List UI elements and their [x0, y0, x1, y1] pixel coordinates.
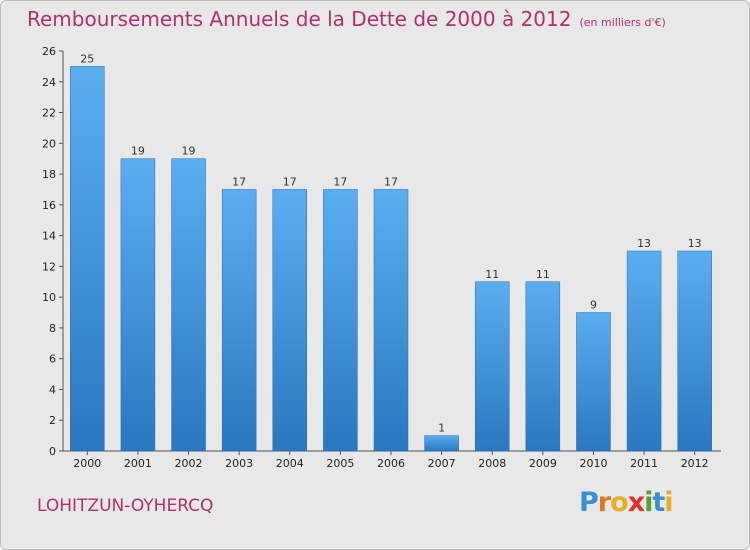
data-label-2006: 17 — [384, 175, 398, 188]
data-label-2005: 17 — [333, 175, 347, 188]
location-name: LOHITZUN-OYHERCQ — [37, 496, 214, 516]
bar-2005[interactable] — [323, 189, 358, 452]
bar-2003[interactable] — [221, 189, 257, 452]
logo-letter: i — [644, 487, 653, 518]
bar-2010[interactable] — [576, 312, 611, 452]
bar-2004[interactable] — [272, 189, 308, 452]
data-label-2000: 25 — [80, 52, 94, 65]
data-label-2008: 11 — [485, 268, 499, 281]
bar-2006[interactable] — [373, 189, 409, 452]
logo-letter: t — [652, 487, 665, 518]
bar-2007[interactable] — [424, 435, 459, 452]
x-tick-label-2006: 2006 — [377, 457, 405, 470]
y-tick-label: 0 — [49, 445, 56, 458]
bar-2001[interactable] — [120, 158, 156, 452]
data-label-2003: 17 — [232, 175, 246, 188]
bar-2011[interactable] — [626, 250, 662, 452]
x-tick-label-2005: 2005 — [326, 457, 354, 470]
bar-2009[interactable] — [525, 281, 561, 452]
chart-subtitle: (en milliers d'€) — [579, 16, 666, 29]
y-tick-label: 18 — [42, 168, 56, 181]
y-tick-label: 26 — [42, 45, 56, 58]
x-tick-label-2000: 2000 — [73, 457, 101, 470]
logo-letter: P — [579, 487, 599, 518]
x-tick-label-2003: 2003 — [225, 457, 253, 470]
data-label-2011: 13 — [637, 237, 651, 250]
data-label-2010: 9 — [590, 299, 597, 312]
y-tick-label: 2 — [49, 414, 56, 427]
logo-letter: i — [664, 487, 673, 518]
chart-title: Remboursements Annuels de la Dette de 20… — [27, 7, 666, 31]
y-tick-label: 8 — [49, 322, 56, 335]
y-tick-label: 20 — [42, 137, 56, 150]
y-tick-label: 6 — [49, 353, 56, 366]
y-tick-label: 22 — [42, 107, 56, 120]
data-label-2001: 19 — [131, 145, 145, 158]
x-tick-label-2001: 2001 — [124, 457, 152, 470]
x-tick-label-2008: 2008 — [478, 457, 506, 470]
x-tick-label-2012: 2012 — [681, 457, 709, 470]
bar-2008[interactable] — [474, 281, 510, 452]
data-label-2002: 19 — [182, 145, 196, 158]
data-label-2009: 11 — [536, 268, 550, 281]
proxiti-logo[interactable]: Proxiti — [579, 487, 674, 518]
y-tick-label: 24 — [42, 76, 56, 89]
bar-2000[interactable] — [70, 66, 105, 452]
x-tick-label-2004: 2004 — [276, 457, 304, 470]
y-tick-label: 10 — [42, 291, 56, 304]
x-tick-label-2011: 2011 — [630, 457, 658, 470]
bar-2012[interactable] — [677, 250, 712, 452]
y-tick-label: 14 — [42, 230, 56, 243]
chart-title-text: Remboursements Annuels de la Dette de 20… — [27, 7, 572, 31]
x-tick-label-2007: 2007 — [428, 457, 456, 470]
x-tick-label-2009: 2009 — [529, 457, 557, 470]
y-tick-label: 12 — [42, 260, 56, 273]
data-label-2012: 13 — [688, 237, 702, 250]
data-label-2007: 1 — [438, 422, 445, 435]
x-tick-label-2010: 2010 — [579, 457, 607, 470]
x-tick-label-2002: 2002 — [175, 457, 203, 470]
data-label-2004: 17 — [283, 175, 297, 188]
logo-letter: r — [597, 487, 611, 518]
y-tick-label: 16 — [42, 199, 56, 212]
y-tick-label: 4 — [49, 383, 56, 396]
bar-2002[interactable] — [171, 158, 206, 452]
logo-letter: x — [627, 487, 645, 518]
logo-letter: o — [610, 487, 629, 518]
